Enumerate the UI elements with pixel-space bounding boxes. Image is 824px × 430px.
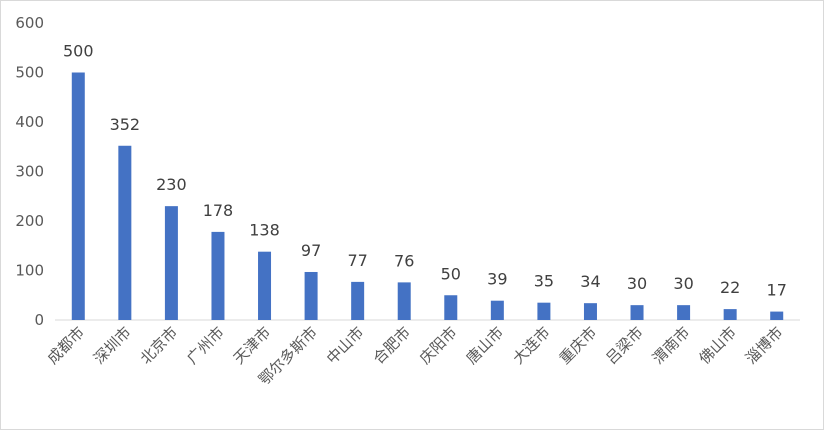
bar: [490, 300, 504, 320]
data-labels: 500 352 230 178 138 97 77 76 50 39 35 34 30 30 22 17: [63, 42, 787, 300]
data-label: 230: [156, 175, 187, 194]
y-tick-label: 100: [15, 262, 44, 280]
data-label: 500: [63, 42, 94, 61]
category-label: 淄博市: [742, 323, 787, 368]
category-label: 渭南市: [649, 323, 694, 368]
bar: [118, 145, 132, 320]
category-label: 佛山市: [695, 323, 740, 368]
category-label: 大连市: [509, 323, 554, 368]
data-label: 50: [441, 264, 461, 283]
category-label: 庆阳市: [416, 323, 461, 368]
category-label: 重庆市: [556, 323, 601, 368]
data-label: 352: [110, 115, 141, 134]
data-label: 97: [301, 241, 321, 260]
category-label: 天津市: [230, 323, 275, 368]
data-label: 22: [720, 278, 740, 297]
y-axis-ticks: 0 100 200 300 400 500 600: [15, 14, 44, 329]
bar: [211, 231, 225, 320]
bar: [537, 302, 551, 320]
category-label: 深圳市: [90, 323, 135, 368]
category-label: 合肥市: [369, 323, 414, 368]
bar: [677, 305, 691, 320]
bar: [258, 251, 272, 320]
data-label: 39: [487, 270, 507, 289]
bar: [770, 311, 784, 320]
bar: [444, 295, 458, 320]
category-label: 成都市: [44, 323, 89, 368]
y-tick-label: 0: [34, 311, 44, 329]
bar: [630, 305, 644, 320]
y-tick-label: 300: [15, 163, 44, 181]
data-label: 35: [534, 272, 554, 291]
category-label: 中山市: [323, 323, 368, 368]
y-tick-label: 500: [15, 64, 44, 82]
bar: [71, 72, 85, 320]
bar: [723, 309, 737, 320]
category-label: 广州市: [183, 323, 228, 368]
y-tick-label: 400: [15, 113, 44, 131]
bar: [351, 281, 365, 320]
data-label: 178: [203, 201, 234, 220]
category-label: 吕梁市: [602, 323, 647, 368]
data-label: 77: [347, 251, 367, 270]
category-label: 北京市: [137, 323, 182, 368]
data-label: 138: [249, 221, 280, 240]
data-label: 76: [394, 251, 414, 270]
data-label: 30: [673, 274, 693, 293]
data-label: 30: [627, 274, 647, 293]
y-tick-label: 600: [15, 14, 44, 32]
data-label: 17: [767, 281, 787, 300]
bar: [397, 282, 411, 320]
bar: [304, 271, 318, 320]
bar: [583, 303, 597, 320]
data-label: 34: [580, 272, 600, 291]
category-label: 唐山市: [463, 323, 508, 368]
y-tick-label: 200: [15, 212, 44, 230]
bars: [71, 72, 784, 320]
bar: [164, 206, 178, 320]
